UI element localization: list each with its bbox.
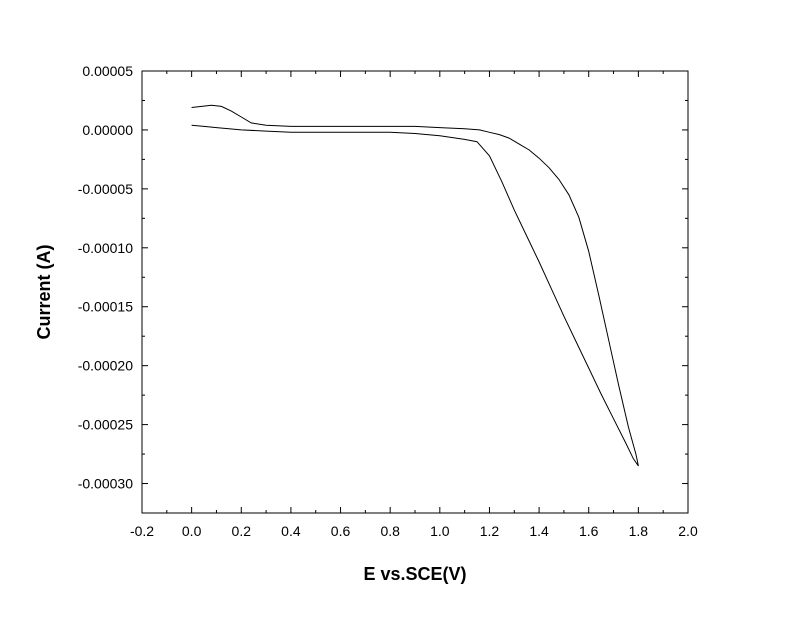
x-tick-label: 1.6	[579, 523, 599, 539]
x-tick-label: 1.8	[629, 523, 649, 539]
x-tick-label: 1.0	[430, 523, 450, 539]
y-tick-label: -0.00030	[78, 476, 133, 492]
x-axis-ticks: -0.2 0.0 0.2 0.4 0.6 0.8 1.0 1.2 1.4 1.6 1.8 2.0	[130, 71, 698, 539]
y-tick-label: 0.00005	[82, 63, 133, 79]
x-tick-label: 1.2	[480, 523, 500, 539]
x-axis-title: E vs.SCE(V)	[363, 564, 466, 584]
y-axis-ticks: 0.00005 0.00000 -0.00005 -0.00010 -0.00015 -0…	[78, 63, 688, 492]
y-tick-label: -0.00005	[78, 181, 133, 197]
y-tick-label: -0.00010	[78, 240, 133, 256]
y-tick-label: 0.00000	[82, 122, 133, 138]
cv-curve	[191, 104, 639, 467]
x-tick-label: 0.6	[331, 523, 351, 539]
x-tick-label: 0.2	[232, 523, 252, 539]
y-tick-label: -0.00015	[78, 299, 133, 315]
plot-frame	[141, 70, 689, 514]
x-tick-label: -0.2	[130, 523, 154, 539]
x-tick-label: 0.4	[281, 523, 301, 539]
x-tick-label: 1.4	[529, 523, 549, 539]
y-tick-label: -0.00020	[78, 358, 133, 374]
x-tick-label: 2.0	[678, 523, 698, 539]
y-tick-label: -0.00025	[78, 417, 133, 433]
x-tick-label: 0.0	[182, 523, 202, 539]
x-tick-label: 0.8	[380, 523, 400, 539]
y-axis-title: Current (A)	[34, 245, 54, 340]
